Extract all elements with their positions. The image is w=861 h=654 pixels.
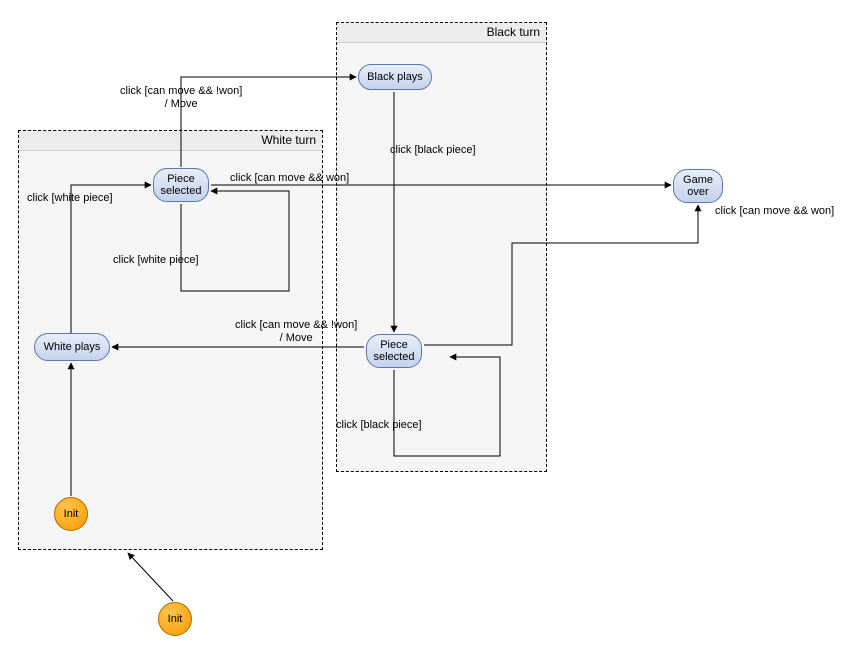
edge-label-black-plays-to-piece: click [black piece] [390,144,476,157]
init-label: Init [168,613,183,625]
edge-label-white-plays-to-piece: click [white piece] [27,192,113,205]
state-label: Black plays [367,71,423,83]
state-label: Gameover [683,174,713,198]
region-title-white: White turn [261,133,316,147]
init-inner: Init [54,497,88,531]
edge-label-black-piece-to-game-over: click [can move && won] [715,205,834,218]
edge-label-white-piece-to-game-over: click [can move && won] [230,172,349,185]
edge-label-black-piece-to-white-plays: click [can move && !won]/ Move [235,319,357,345]
region-title-black: Black turn [487,25,540,39]
edge-outer-init-to-region [128,553,173,601]
state-black-piece-selected: Pieceselected [366,334,422,368]
init-label: Init [64,508,79,520]
edge-label-black-piece-self: click [black piece] [336,419,422,432]
state-label: White plays [44,341,101,353]
edge-label-white-piece-to-black-plays: click [can move && !won]/ Move [120,85,242,111]
state-black-plays: Black plays [358,64,432,90]
state-white-plays: White plays [34,333,110,361]
init-outer: Init [158,602,192,636]
state-game-over: Gameover [673,169,723,203]
state-label: Pieceselected [374,339,415,363]
state-label: Pieceselected [161,173,202,197]
edge-label-white-piece-self: click [white piece] [113,254,199,267]
state-white-piece-selected: Pieceselected [153,168,209,202]
